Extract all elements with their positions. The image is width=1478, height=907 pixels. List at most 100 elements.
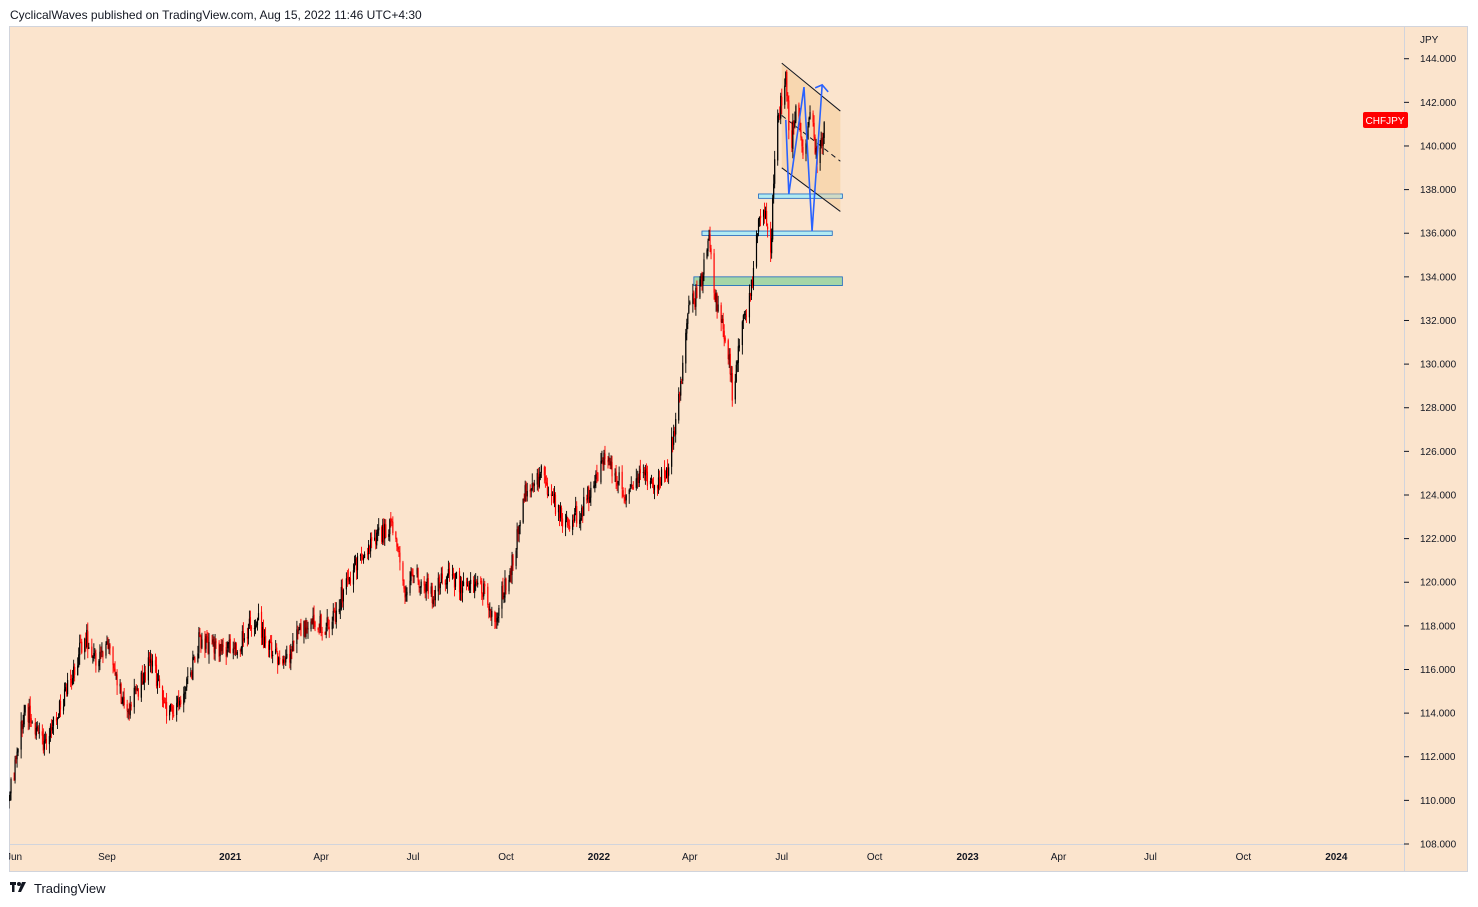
candle-body xyxy=(546,482,549,495)
candle-body xyxy=(349,578,352,584)
candle-body xyxy=(802,147,804,156)
candle-body xyxy=(437,577,439,592)
candle-body xyxy=(729,353,731,375)
candle-body xyxy=(200,636,202,649)
candle-body xyxy=(232,648,234,654)
candle-body xyxy=(192,657,194,680)
time-axis[interactable]: Jun Sep 2021 Apr Jul Oct 2022 Apr Jul Oct 2023 Apr J… xyxy=(9,852,1348,863)
candle-body xyxy=(434,590,436,601)
candle-body xyxy=(72,677,74,685)
wave-path-line xyxy=(784,84,823,232)
candle-body xyxy=(9,791,11,801)
candle-body xyxy=(311,620,313,624)
channel-upper-line xyxy=(781,62,841,112)
candle-body xyxy=(515,550,517,566)
candle-body xyxy=(642,471,644,473)
candle-body xyxy=(524,485,526,502)
candle-body xyxy=(262,628,265,648)
candle-body xyxy=(770,229,772,253)
time-tick-label: Oct xyxy=(498,852,514,863)
candle-body xyxy=(758,216,761,220)
candle-body xyxy=(668,467,670,476)
candle-body xyxy=(438,576,440,590)
candle-body xyxy=(377,529,379,534)
price-axis[interactable]: JPY 144.000 142.000 140.000 138.000 136.000 1… xyxy=(1404,35,1457,851)
candle-body xyxy=(409,580,411,594)
candle-body xyxy=(113,663,115,669)
chart-area[interactable] xyxy=(9,26,1468,872)
candle-body xyxy=(650,478,653,480)
candle-body xyxy=(283,659,285,663)
candle-body xyxy=(120,683,122,703)
support-zone xyxy=(693,276,843,286)
candle-body xyxy=(30,718,32,723)
candle-body xyxy=(149,659,152,663)
candle-body xyxy=(199,633,201,637)
candle-body xyxy=(101,651,103,653)
candle-body xyxy=(193,657,195,659)
price-tick-label: 108.000 xyxy=(1420,840,1457,851)
candle-body xyxy=(419,587,421,589)
candle-body xyxy=(695,287,697,307)
candle-body xyxy=(678,394,680,421)
candle-body xyxy=(572,520,574,530)
candle-body xyxy=(180,699,182,705)
candle-body xyxy=(451,574,454,576)
candle-body xyxy=(708,235,710,240)
candle-body xyxy=(41,731,43,736)
candle-body xyxy=(317,627,319,631)
candle-body xyxy=(629,488,631,490)
candle-body xyxy=(557,505,560,513)
candle-body xyxy=(359,555,362,557)
candle-body xyxy=(360,555,363,558)
candle-body xyxy=(501,585,503,609)
candle-body xyxy=(511,554,513,575)
candle-body xyxy=(462,581,465,587)
candle-body xyxy=(730,373,732,376)
candle-body xyxy=(206,636,208,638)
price-tick-label: 116.000 xyxy=(1420,665,1456,676)
candle-body xyxy=(504,578,506,598)
candle-body xyxy=(348,577,351,582)
candle-body xyxy=(38,732,40,734)
candle-body xyxy=(378,527,380,531)
candle-body xyxy=(171,705,173,707)
candle-body xyxy=(62,706,65,711)
candle-body xyxy=(413,575,415,577)
candle-body xyxy=(543,467,545,476)
candle-body xyxy=(446,575,448,585)
candle-body xyxy=(99,651,101,662)
candle-body xyxy=(762,209,765,217)
candle-body xyxy=(137,688,139,697)
candle-body xyxy=(567,517,569,526)
candle-body xyxy=(49,726,52,737)
candle-body xyxy=(509,571,511,582)
candle-body xyxy=(607,459,609,463)
candle-body xyxy=(745,315,748,317)
candle-body xyxy=(689,302,691,304)
candle-body xyxy=(700,274,702,279)
candle-body xyxy=(481,580,483,594)
candle-body xyxy=(250,626,253,629)
candle-body xyxy=(672,437,674,447)
tradingview-footer[interactable]: TradingView xyxy=(10,880,106,896)
candle-body xyxy=(29,705,31,720)
candle-body xyxy=(354,559,357,565)
candle-body xyxy=(430,586,432,594)
candle-body xyxy=(759,215,762,219)
price-chart[interactable]: JPY 144.000 142.000 140.000 138.000 136.000 1… xyxy=(9,26,1468,872)
candle-body xyxy=(402,562,404,582)
candle-body xyxy=(100,650,102,652)
candle-body xyxy=(77,665,79,676)
candle-body xyxy=(696,287,698,298)
candle-body xyxy=(800,130,802,138)
candle-body xyxy=(289,654,291,663)
candle-body xyxy=(424,584,426,592)
candle-body xyxy=(102,652,104,657)
candle-body xyxy=(36,726,38,730)
candle-body xyxy=(282,659,284,664)
candle-body xyxy=(582,506,584,515)
candle-body xyxy=(744,314,746,316)
candle-body xyxy=(425,583,427,593)
candle-body xyxy=(215,641,217,643)
